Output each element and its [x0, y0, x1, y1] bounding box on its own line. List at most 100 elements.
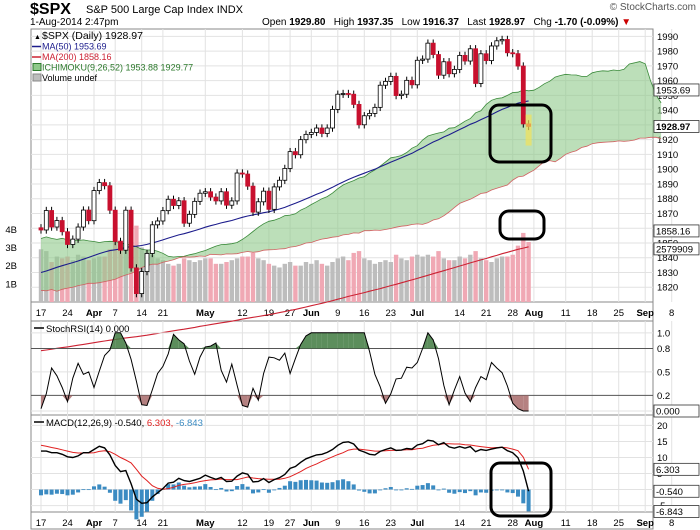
- volume-bar: [192, 262, 197, 302]
- price-tag: 1953.69: [656, 85, 690, 96]
- macd-histogram-bar: [325, 482, 330, 490]
- macd-tag-box: [653, 462, 700, 476]
- volume-bar: [335, 258, 340, 302]
- x-tick-label: 21: [481, 308, 492, 319]
- chg-value: -1.70 (-0.09%): [554, 17, 619, 28]
- macd-histogram-bar: [288, 481, 293, 490]
- macd-histogram-bar: [261, 489, 266, 491]
- candle: [335, 93, 341, 110]
- y-tick-label: 1870: [657, 209, 678, 220]
- candle: [128, 209, 134, 269]
- x-tick-label: 12: [237, 308, 248, 319]
- x-tick-label: Apr: [86, 308, 103, 319]
- candle: [112, 209, 118, 242]
- x-tick-label: 28: [507, 308, 518, 319]
- x-tick-label-bottom: 16: [359, 518, 370, 529]
- macd-tick-label: 10: [657, 453, 668, 464]
- macd-histogram-bar: [457, 489, 462, 493]
- stoch-overbought-fill: [364, 332, 370, 349]
- volume-bar: [234, 258, 240, 302]
- brand-watermark: © StockCharts.com: [609, 2, 696, 13]
- x-tick-label-bottom: 23: [386, 518, 397, 529]
- volume-bar: [473, 251, 478, 302]
- macd-histogram-bar: [129, 489, 134, 511]
- ticker-name: S&P 500 Large Cap Index INDX: [86, 4, 243, 16]
- stoch-overbought-fill: [173, 334, 179, 349]
- volume-bar: [208, 258, 213, 302]
- volume-bar: [393, 254, 399, 302]
- x-tick-label-bottom: Aug: [525, 518, 544, 529]
- candle: [345, 93, 351, 95]
- volume-bar: [213, 263, 219, 302]
- volume-bar: [510, 254, 515, 302]
- candle: [271, 186, 277, 210]
- price-tag-box: [653, 224, 700, 238]
- y-tick-label: 1880: [657, 194, 678, 205]
- candle: [239, 172, 245, 175]
- volume-bar: [388, 262, 393, 302]
- date-axis-strip-bottom: [30, 511, 654, 530]
- macd-histogram-bar: [92, 486, 96, 490]
- x-tick-label: Jun: [303, 308, 320, 319]
- volume-bar: [468, 254, 473, 302]
- macd-histogram-bar: [245, 486, 250, 490]
- x-tick-label-bottom: 11: [561, 518, 571, 529]
- candle: [520, 65, 526, 125]
- y-tick-label: 1970: [657, 61, 678, 72]
- x-tick-label: 24: [62, 308, 73, 319]
- x-tick-label-bottom: Jun: [303, 518, 320, 529]
- candle: [292, 151, 298, 156]
- stochrsi-legend: StochRSI(14) 0.000: [46, 324, 129, 335]
- macd-histogram-bar: [378, 489, 383, 491]
- macd-histogram-bar: [192, 486, 197, 490]
- volume-bar: [431, 256, 436, 302]
- legend-label: Volume undef: [42, 73, 98, 83]
- stoch-oversold-fill: [443, 395, 450, 405]
- macd-histogram-bar: [282, 485, 287, 490]
- candle: [457, 55, 463, 70]
- volume-bar: [256, 258, 261, 302]
- volume-bar: [187, 260, 192, 302]
- candle: [451, 69, 457, 75]
- macd-histogram-bar: [494, 489, 499, 491]
- volume-bar: [367, 260, 372, 302]
- volume-bar: [372, 263, 378, 302]
- low-value: 1916.37: [422, 17, 459, 28]
- candle: [43, 210, 49, 231]
- macd-histogram-bar: [362, 489, 367, 492]
- x-tick-label-bottom: 21: [481, 518, 492, 529]
- volume-bar: [499, 256, 505, 302]
- volume-bar: [261, 260, 266, 302]
- x-tick-label-bottom: 7: [113, 518, 118, 529]
- macd-histogram-bar: [44, 489, 49, 495]
- x-tick-label: 9: [335, 308, 340, 319]
- volume-bar: [441, 258, 446, 302]
- macd-histogram-bar: [319, 482, 324, 490]
- macd-histogram-bar: [521, 489, 526, 504]
- price-tag-box: [653, 83, 700, 97]
- volume-tick-label: 3B: [5, 243, 17, 254]
- macd-histogram-bar: [436, 489, 441, 491]
- macd-tick-label: 15: [657, 437, 668, 448]
- candle: [388, 75, 394, 82]
- stoch-oversold-fill: [237, 395, 243, 406]
- candle: [197, 192, 203, 202]
- volume-bar: [309, 263, 314, 302]
- macd-histogram-bar: [219, 487, 224, 490]
- macd-histogram-bar: [415, 485, 420, 490]
- volume-bar: [340, 256, 346, 302]
- x-tick-label: Sep: [636, 308, 654, 319]
- macd-histogram-bar: [500, 489, 505, 491]
- candle: [483, 53, 489, 61]
- candle: [86, 209, 92, 222]
- macd-histogram-bar: [526, 489, 531, 512]
- macd-histogram-bar: [240, 484, 245, 490]
- chart-header: $SPX S&P 500 Large Cap Index INDX 1-Aug-…: [0, 0, 700, 28]
- candle: [308, 132, 314, 135]
- candle: [192, 200, 198, 215]
- volume-bar: [325, 265, 330, 302]
- macd-histogram-bar: [229, 489, 234, 492]
- macd-histogram-bar: [357, 489, 361, 491]
- x-tick-label-bottom: 25: [613, 518, 624, 529]
- legend-label: MA(200) 1858.16: [42, 52, 112, 62]
